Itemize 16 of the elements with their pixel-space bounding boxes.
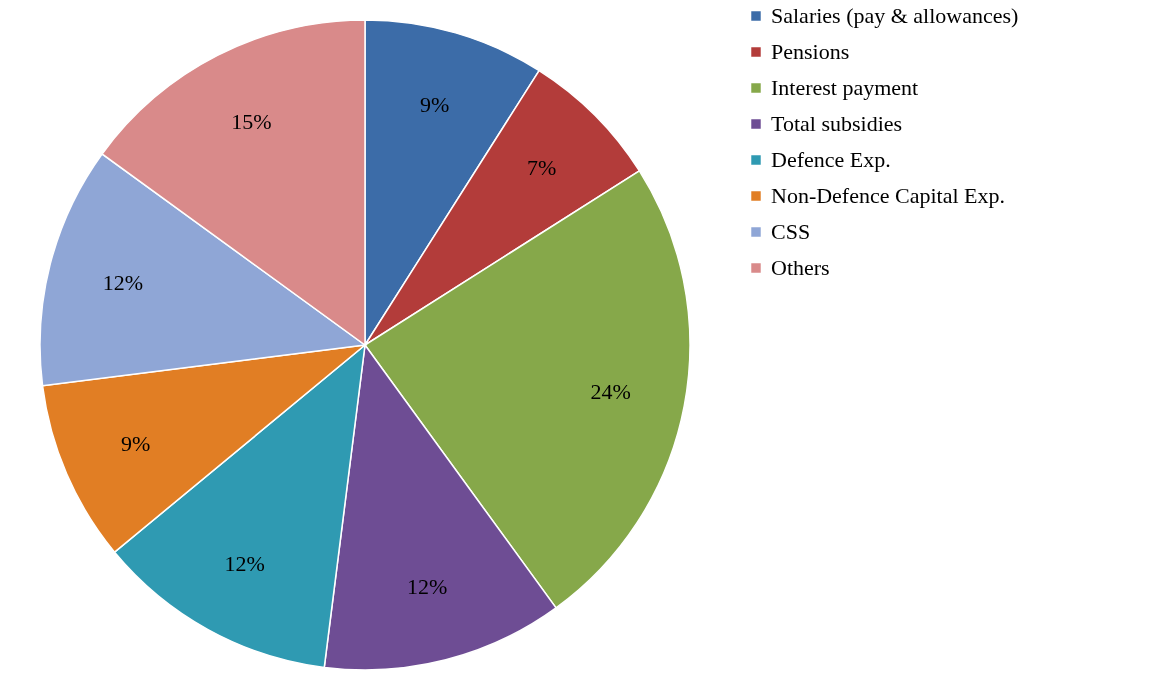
data-label: 9% bbox=[420, 91, 450, 117]
data-label: 9% bbox=[120, 431, 151, 457]
legend-label: Interest payment bbox=[771, 75, 919, 100]
legend-label: Non-Defence Capital Exp. bbox=[771, 183, 1005, 208]
data-label: 12% bbox=[224, 551, 265, 577]
legend-label: CSS bbox=[771, 219, 811, 244]
data-label: 24% bbox=[590, 378, 631, 404]
data-label: 12% bbox=[102, 269, 144, 295]
data-label: 7% bbox=[527, 155, 557, 181]
legend-label: Defence Exp. bbox=[771, 147, 891, 172]
legend-label: Total subsidies bbox=[771, 111, 903, 136]
legend-label: Others bbox=[771, 255, 830, 280]
legend-label: Salaries (pay & allowances) bbox=[771, 3, 1019, 28]
data-label: 15% bbox=[231, 109, 272, 135]
data-label: 12% bbox=[407, 574, 448, 600]
legend-label: Pensions bbox=[771, 39, 850, 64]
